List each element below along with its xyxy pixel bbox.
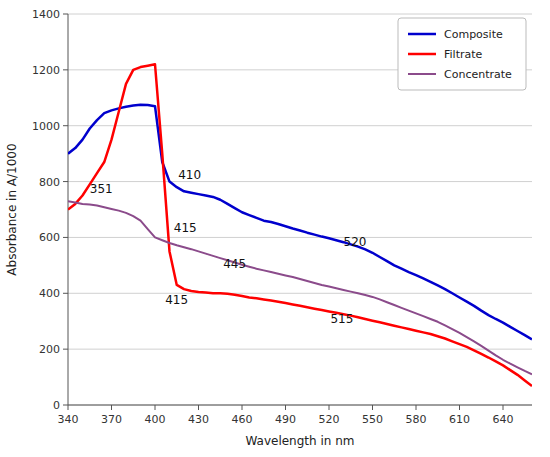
annotation: 415 [174, 221, 197, 235]
x-tick [155, 405, 156, 410]
legend-label: Filtrate [444, 48, 483, 61]
y-tick [63, 349, 68, 350]
annotation: 520 [344, 235, 367, 249]
y-tick [63, 181, 68, 182]
y-tick [63, 14, 68, 15]
y-tick-label: 800 [39, 176, 60, 189]
y-tick-label: 0 [53, 399, 60, 412]
legend-label: Composite [444, 28, 503, 41]
grid [68, 14, 532, 405]
x-axis-label: Wavelength in nm [245, 434, 354, 448]
x-tick [503, 405, 504, 410]
axes: 0 200 400 600 800 1000 1200 1400 340 370 400 430 460… [32, 8, 532, 426]
x-tick [68, 405, 69, 410]
x-tick-label: 580 [406, 413, 427, 426]
x-tick-label: 640 [493, 413, 514, 426]
y-tick [63, 237, 68, 238]
grid-line [68, 293, 532, 294]
annotation: 351 [90, 182, 113, 196]
x-tick-label: 400 [145, 413, 166, 426]
annotation: 445 [223, 257, 246, 271]
x-tick-label: 610 [449, 413, 470, 426]
grid-line [68, 125, 532, 126]
grid-line [68, 181, 532, 182]
lines [68, 64, 532, 386]
grid-line [68, 14, 532, 15]
x-tick-label: 490 [275, 413, 296, 426]
legend-box [398, 18, 526, 90]
x-tick-label: 340 [58, 413, 79, 426]
x-tick [242, 405, 243, 410]
x-tick-label: 520 [319, 413, 340, 426]
series-line [68, 201, 532, 374]
x-tick [111, 405, 112, 410]
x-tick-label: 430 [188, 413, 209, 426]
grid-line [68, 237, 532, 238]
series-line [68, 64, 532, 386]
x-tick [198, 405, 199, 410]
legend-swatch [408, 73, 436, 75]
y-tick [63, 405, 68, 406]
chart: 0 200 400 600 800 1000 1200 1400 340 370 400 430 460… [0, 0, 550, 457]
y-tick-label: 600 [39, 231, 60, 244]
legend: Composite Filtrate Concentrate [398, 18, 526, 90]
y-tick-label: 1000 [32, 120, 60, 133]
annotation: 515 [330, 312, 353, 326]
y-axis-label: Absorbance in A/1000 [5, 143, 19, 275]
x-tick-label: 460 [232, 413, 253, 426]
x-tick [372, 405, 373, 410]
y-tick [63, 125, 68, 126]
series-line [68, 105, 532, 340]
y-tick-label: 200 [39, 343, 60, 356]
y-tick [63, 293, 68, 294]
x-tick [285, 405, 286, 410]
legend-label: Concentrate [444, 68, 512, 81]
annotation: 415 [165, 293, 188, 307]
grid-line [68, 349, 532, 350]
legend-swatch [408, 53, 436, 56]
x-tick-label: 370 [101, 413, 122, 426]
annotation: 410 [178, 168, 201, 182]
y-tick-label: 1200 [32, 64, 60, 77]
x-tick-label: 550 [362, 413, 383, 426]
y-tick-label: 1400 [32, 8, 60, 21]
y-tick-label: 400 [39, 287, 60, 300]
x-tick [329, 405, 330, 410]
grid-line [68, 405, 532, 406]
annotations: 351 410 415 445 415 520 515 [90, 168, 367, 326]
x-tick [416, 405, 417, 410]
y-tick [63, 69, 68, 70]
x-tick [459, 405, 460, 410]
x-axis-line [68, 405, 532, 406]
legend-swatch [408, 33, 436, 36]
